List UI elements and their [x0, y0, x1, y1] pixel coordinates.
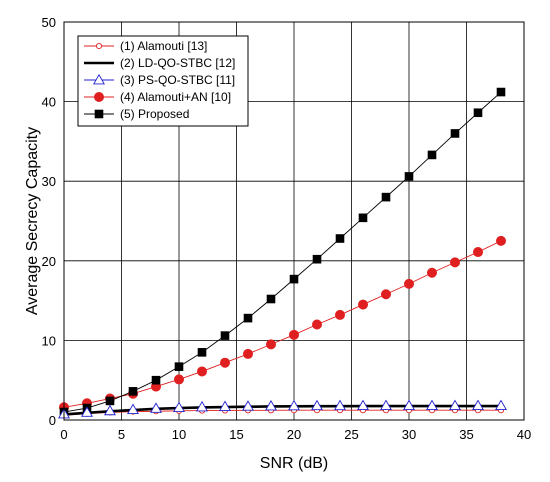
- x-tick-label: 30: [402, 427, 416, 442]
- data-point: [81, 406, 93, 417]
- data-point: [265, 339, 276, 350]
- data-point: [472, 399, 484, 411]
- data-point: [196, 400, 208, 412]
- data-point: [220, 331, 230, 340]
- legend-marker: [94, 109, 104, 119]
- data-point: [196, 366, 207, 377]
- y-tick-label: 20: [42, 254, 56, 269]
- data-point: [357, 299, 368, 310]
- legend-marker: [93, 73, 105, 85]
- data-point: [427, 150, 437, 160]
- data-point: [289, 274, 299, 284]
- legend-marker: [94, 92, 105, 103]
- series-markers: [58, 87, 507, 419]
- x-tick-label: 5: [118, 427, 125, 442]
- data-point: [403, 399, 415, 411]
- y-axis-ticks: 0 10 20 30 40 50: [42, 15, 56, 428]
- legend-label: (3) PS-QO-STBC [11]: [120, 73, 235, 87]
- data-point: [243, 313, 253, 323]
- x-axis-ticks: 0 5 10 15 20 25 30 35 40: [60, 427, 531, 442]
- data-point: [266, 294, 276, 304]
- data-point: [311, 399, 323, 411]
- series-line: [63, 404, 501, 416]
- x-tick-label: 20: [287, 427, 301, 442]
- data-point: [104, 404, 116, 416]
- data-point: [334, 399, 346, 411]
- data-point: [495, 399, 507, 411]
- data-point: [128, 387, 138, 396]
- data-point: [426, 399, 438, 411]
- data-point: [358, 213, 368, 223]
- data-point: [197, 348, 207, 357]
- data-point: [472, 247, 483, 258]
- data-point: [380, 289, 391, 300]
- data-point: [219, 400, 231, 411]
- data-point: [265, 399, 277, 411]
- plot-frame: [63, 21, 525, 421]
- y-tick-label: 40: [42, 95, 56, 110]
- legend-marker: [95, 42, 103, 50]
- data-point: [174, 362, 184, 371]
- x-tick-label: 25: [344, 427, 358, 442]
- data-point: [219, 357, 230, 368]
- legend-label: (5) Proposed: [120, 107, 189, 121]
- data-point: [311, 319, 322, 330]
- data-point: [151, 375, 161, 385]
- data-point: [357, 399, 369, 411]
- data-point: [473, 108, 483, 118]
- data-point: [242, 348, 253, 359]
- x-tick-label: 35: [459, 427, 473, 442]
- y-tick-label: 0: [49, 413, 56, 428]
- data-point: [173, 374, 184, 385]
- data-point: [105, 396, 115, 406]
- legend: (1) Alamouti [13] (2) LD-QO-STBC [12] (3) …: [77, 35, 249, 127]
- y-tick-label: 30: [42, 174, 56, 189]
- x-tick-label: 40: [517, 427, 531, 442]
- data-point: [450, 129, 460, 138]
- data-point: [449, 399, 461, 411]
- x-tick-label: 0: [60, 427, 67, 442]
- data-point: [288, 329, 299, 340]
- data-point: [242, 400, 254, 411]
- data-point: [380, 399, 392, 411]
- data-point: [335, 234, 345, 243]
- data-point: [403, 278, 414, 289]
- legend-label: (2) LD-QO-STBC [12]: [120, 56, 235, 70]
- data-point: [288, 399, 300, 411]
- data-point: [404, 172, 414, 181]
- data-point: [127, 403, 139, 415]
- data-point: [426, 267, 437, 278]
- data-point: [312, 254, 322, 264]
- x-axis-title: SNR (dB): [260, 455, 328, 472]
- legend-box: [77, 35, 249, 127]
- y-tick-label: 10: [42, 333, 56, 348]
- data-point: [449, 257, 460, 268]
- data-point: [496, 87, 506, 97]
- x-tick-label: 10: [172, 427, 186, 442]
- data-point: [381, 192, 391, 202]
- legend-label: (4) Alamouti+AN [10]: [120, 90, 231, 104]
- legend-label: (1) Alamouti [13]: [120, 39, 207, 53]
- data-point: [334, 309, 345, 320]
- data-point: [495, 235, 506, 246]
- y-tick-label: 50: [42, 15, 56, 30]
- data-point: [150, 402, 162, 413]
- y-axis-title: Average Secrecy Capacity: [24, 127, 41, 315]
- data-point: [173, 401, 185, 413]
- x-tick-label: 15: [229, 427, 243, 442]
